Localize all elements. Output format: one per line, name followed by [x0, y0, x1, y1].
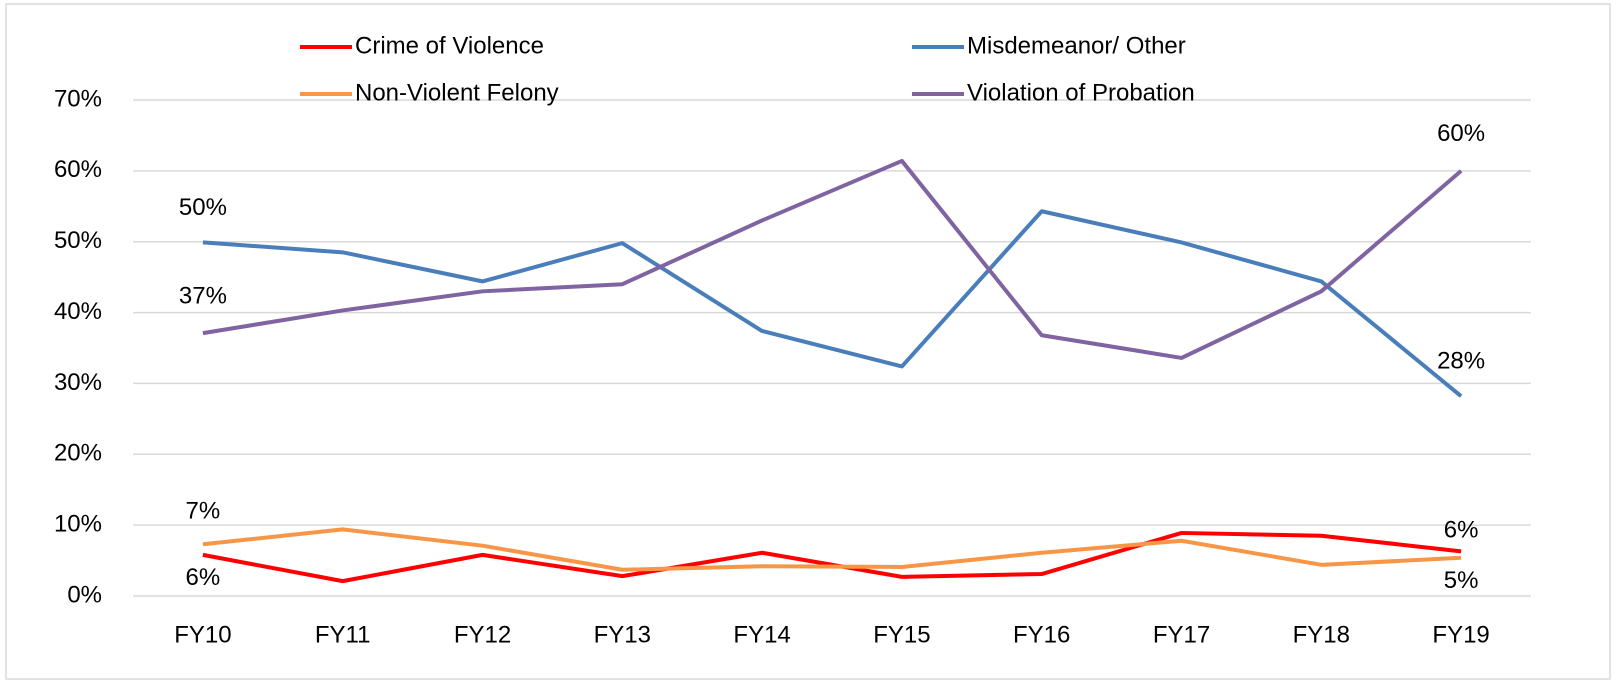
- y-tick-label: 30%: [54, 369, 102, 396]
- data-label: 6%: [186, 564, 221, 591]
- y-tick-label: 10%: [54, 510, 102, 537]
- x-tick-label: FY18: [1293, 621, 1350, 648]
- data-label: 6%: [1444, 517, 1479, 544]
- x-tick-label: FY19: [1432, 621, 1489, 648]
- data-label: 7%: [186, 498, 221, 525]
- data-label: 5%: [1444, 567, 1479, 594]
- y-tick-label: 60%: [54, 156, 102, 183]
- x-tick-label: FY11: [315, 621, 371, 648]
- x-tick-label: FY14: [733, 621, 790, 648]
- y-tick-label: 0%: [67, 581, 102, 608]
- x-tick-label: FY10: [174, 621, 231, 648]
- y-tick-label: 40%: [54, 298, 102, 325]
- x-tick-label: FY15: [873, 621, 930, 648]
- x-tick-label: FY12: [454, 621, 511, 648]
- data-label: 37%: [179, 282, 227, 309]
- y-tick-label: 70%: [54, 85, 102, 112]
- data-label: 60%: [1437, 120, 1485, 147]
- legend-label: Violation of Probation: [967, 79, 1195, 106]
- series-line: [202, 158, 1463, 360]
- legend-label: Crime of Violence: [355, 32, 544, 59]
- legend-label: Non-Violent Felony: [355, 79, 559, 106]
- x-tick-label: FY16: [1013, 621, 1070, 648]
- series-line: [202, 209, 1463, 398]
- y-tick-label: 20%: [54, 440, 102, 467]
- y-tick-label: 50%: [54, 227, 102, 254]
- data-label: 28%: [1437, 348, 1485, 375]
- x-tick-label: FY13: [594, 621, 651, 648]
- x-tick-label: FY17: [1153, 621, 1210, 648]
- legend-label: Misdemeanor/ Other: [967, 32, 1186, 59]
- series-line: [202, 527, 1462, 572]
- data-label: 50%: [179, 194, 227, 221]
